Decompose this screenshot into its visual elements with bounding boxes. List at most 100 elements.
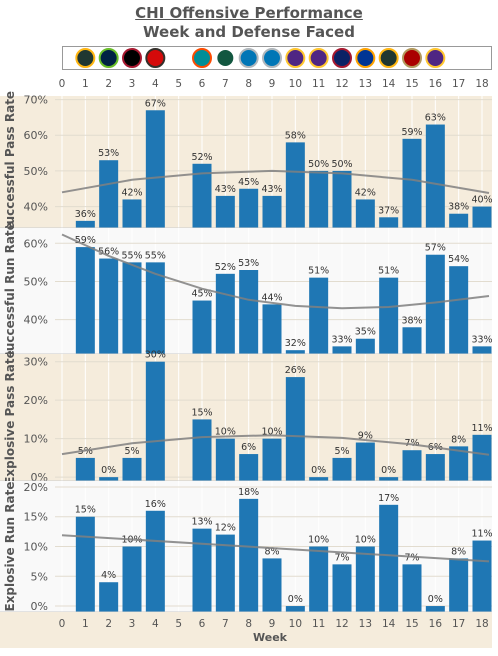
y-tick-label: 10% [24,433,48,446]
bar [332,457,352,481]
panel-label-band [0,354,55,481]
x-tick-label-top: 8 [245,78,252,90]
bar [75,516,95,612]
data-label: 0% [288,594,303,605]
x-tick-label: 14 [382,618,396,630]
bar [332,346,352,354]
bar [215,534,235,612]
x-axis-title: Week [253,631,288,644]
data-label: 0% [101,465,116,476]
x-tick-label-top: 6 [199,78,206,90]
y-axis-title: Explosive Run Rate [3,482,17,612]
team-logo-icon [75,48,96,68]
x-tick-label-top: 10 [289,78,302,90]
x-tick-label-top: 14 [382,78,396,90]
team-logo-icon [238,48,259,68]
bar [145,262,165,354]
data-label: 58% [285,130,306,141]
panel-label-band [0,481,55,612]
data-label: 18% [238,487,259,498]
x-tick-label-top: 2 [105,78,112,90]
bar [379,217,399,228]
data-label: 15% [191,407,212,418]
x-tick-label: 2 [105,618,112,630]
bar [309,170,329,228]
data-label: 59% [75,235,96,246]
bar [285,350,305,354]
x-tick-label-top: 3 [129,78,136,90]
panel-label-band [0,96,55,228]
y-tick-label: 40% [24,314,48,327]
data-label: 15% [75,505,96,516]
x-tick-label: 1 [82,618,89,630]
y-tick-label: 5% [31,570,48,583]
data-label: 17% [378,493,399,504]
x-tick-label-top: 12 [335,78,348,90]
bar [355,546,375,612]
team-logo-icon [122,48,142,68]
data-label: 45% [191,289,212,300]
x-tick-label: 13 [359,618,372,630]
bar [355,442,375,481]
x-tick-label: 10 [289,618,302,630]
team-logo-icon [145,48,166,68]
bar [379,277,399,354]
data-label: 52% [215,262,236,273]
y-tick-label: 10% [24,541,48,554]
data-label: 50% [331,159,352,170]
x-tick-label-top: 1 [82,78,89,90]
data-label: 0% [428,594,443,605]
x-tick-label: 0 [59,618,66,630]
bar [99,477,119,481]
bar [472,346,492,354]
data-label: 0% [381,465,396,476]
bar [425,606,445,612]
data-label: 10% [215,427,236,438]
data-label: 54% [448,254,469,265]
bar [122,262,142,354]
y-tick-label: 20% [24,394,48,407]
bar [425,124,445,228]
bar [472,434,492,481]
x-tick-label: 18 [475,618,488,630]
data-label: 63% [425,113,446,124]
data-label: 8% [264,546,279,557]
data-label: 16% [145,499,166,510]
data-label: 12% [215,523,236,534]
data-label: 42% [355,187,376,198]
trend-line [61,534,490,563]
bar [262,195,282,228]
data-label: 55% [121,250,142,261]
data-label: 5% [124,446,139,457]
bar [379,477,399,481]
bar [262,558,282,612]
bar [215,438,235,481]
x-tick-label-top: 4 [152,78,159,90]
data-label: 11% [471,423,492,434]
bar [425,254,445,354]
data-label: 26% [285,365,306,376]
bar [75,457,95,481]
data-label: 32% [285,338,306,349]
y-tick-label: 0% [31,600,48,613]
data-label: 10% [308,535,329,546]
x-tick-label: 5 [175,618,182,630]
data-label: 4% [101,570,116,581]
bar [239,498,259,612]
team-logo-icon [402,48,422,68]
data-label: 10% [355,535,376,546]
data-label: 0% [311,465,326,476]
data-label: 51% [308,266,329,277]
bar [449,266,469,354]
data-label: 53% [98,148,119,159]
bar [449,213,469,228]
bar [122,457,142,481]
data-label: 33% [471,334,492,345]
x-tick-label-top: 0 [59,78,66,90]
bar [472,206,492,228]
data-label: 50% [308,159,329,170]
data-label: 38% [401,315,422,326]
y-axis-title: Successful Pass Rate [3,91,17,233]
x-tick-label-top: 11 [312,78,325,90]
bar [99,160,119,228]
